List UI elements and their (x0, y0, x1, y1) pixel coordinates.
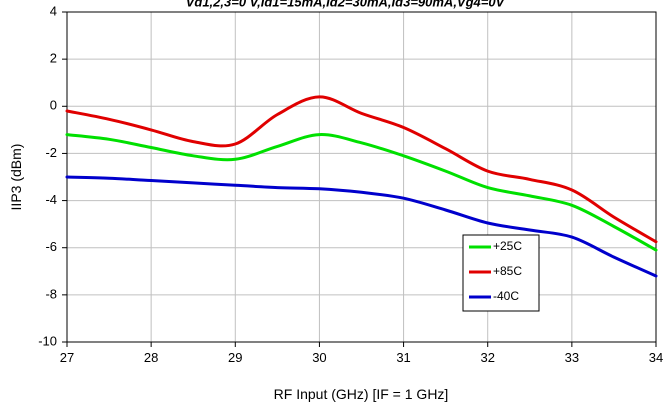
legend: +25C +85C -40C (462, 234, 540, 312)
series-line-2 (65, 95, 658, 244)
grid (67, 12, 656, 342)
plot-frame (66, 11, 657, 343)
y-tick-label: -6 (45, 239, 57, 254)
x-tick-label: 27 (60, 350, 74, 365)
x-tick-label: 32 (480, 350, 494, 365)
x-tick-label: 34 (649, 350, 663, 365)
x-tick-label: 33 (565, 350, 579, 365)
x-tick-label: 28 (144, 350, 158, 365)
chart-title: Vd1,2,3=0 V,Id1=15mA,Id2=30mA,Id3=90mA,V… (186, 0, 506, 9)
y-axis-ticks: -10 -8 -6 -4 -2 0 2 4 (38, 3, 67, 348)
legend-label: -40C (493, 289, 519, 303)
y-tick-label: -8 (45, 286, 57, 301)
y-tick-label: 0 (50, 98, 57, 113)
y-axis-title: IIP3 (dBm) (8, 144, 24, 211)
legend-label: +25C (493, 239, 522, 253)
y-tick-label: -4 (45, 192, 57, 207)
x-axis-ticks: 27 28 29 30 31 32 33 34 (60, 342, 663, 365)
x-tick-label: 30 (312, 350, 326, 365)
y-tick-label: -2 (45, 145, 57, 160)
y-tick-label: 4 (50, 3, 57, 18)
series-line-1 (65, 133, 658, 252)
x-tick-label: 29 (228, 350, 242, 365)
series-line-3 (65, 175, 658, 278)
legend-label: +85C (493, 264, 522, 278)
series-lines (65, 95, 658, 278)
x-axis-title: RF Input (GHz) [IF = 1 GHz] (274, 386, 449, 402)
x-tick-label: 31 (396, 350, 410, 365)
y-tick-label: 2 (50, 51, 57, 66)
y-tick-label: -10 (38, 333, 57, 348)
